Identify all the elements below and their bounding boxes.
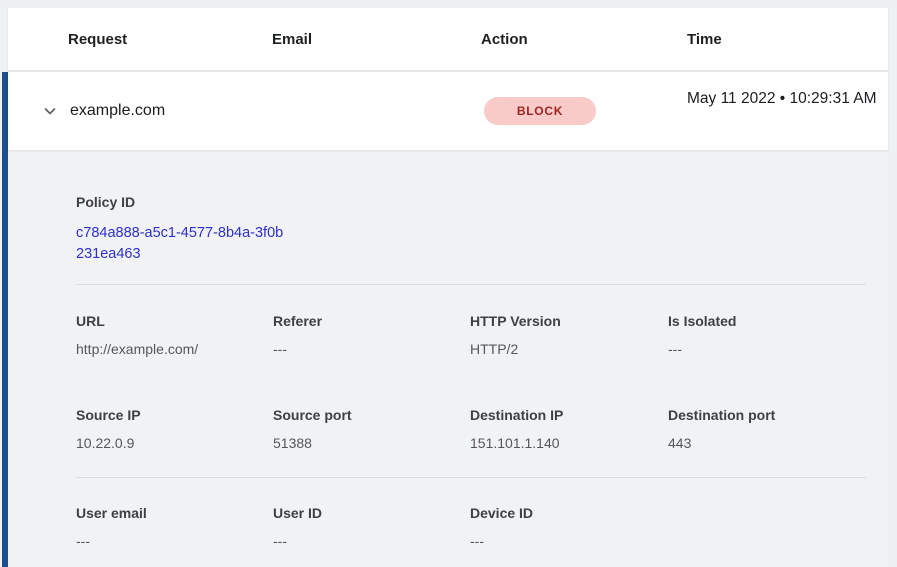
source-port-field: Source port 51388 [273,407,470,452]
table-header-row: Request Email Action Time [8,8,888,70]
detail-row-network: Source IP 10.22.0.9 Source port 51388 De… [76,407,866,452]
section-divider [76,284,866,285]
user-email-value: --- [76,533,90,549]
http-version-field: HTTP Version HTTP/2 [470,313,668,358]
url-label: URL [76,313,105,329]
is-isolated-field: Is Isolated --- [668,313,866,358]
policy-id-link[interactable]: c784a888-a5c1-4577-8b4a-3f0b231ea463 [76,225,284,262]
detail-row-http: URL http://example.com/ Referer --- HTTP… [76,313,866,358]
user-id-value: --- [273,533,287,549]
request-value: example.com [70,102,166,119]
source-port-label: Source port [273,407,352,423]
user-email-label: User email [76,505,147,521]
destination-ip-value: 151.101.1.140 [470,435,560,451]
destination-ip-label: Destination IP [470,407,564,423]
source-ip-label: Source IP [76,407,141,423]
user-id-field: User ID --- [273,505,470,550]
destination-port-value: 443 [668,435,692,451]
time-value: May 11 2022 • 10:29:31 AM [687,90,877,107]
is-isolated-label: Is Isolated [668,313,737,329]
table-row[interactable]: example.com BLOCK May 11 2022 • 10:29:31… [8,72,888,150]
source-port-value: 51388 [273,435,312,451]
destination-port-field: Destination port 443 [668,407,866,452]
device-id-label: Device ID [470,505,534,521]
source-ip-field: Source IP 10.22.0.9 [76,407,273,452]
column-header-request: Request [68,30,128,48]
column-header-time: Time [687,30,722,48]
device-id-value: --- [470,533,484,549]
policy-id-label: Policy ID [76,194,136,210]
log-table: Request Email Action Time example.com BL… [2,8,888,567]
section-divider [76,477,866,478]
referer-value: --- [273,341,287,357]
expanded-row-group: example.com BLOCK May 11 2022 • 10:29:31… [2,72,888,567]
url-value: http://example.com/ [76,341,199,357]
source-ip-value: 10.22.0.9 [76,435,135,451]
gateway-log-page: { "table": { "columns": ["Request", "Ema… [0,8,897,567]
action-status-badge: BLOCK [484,97,596,125]
user-email-field: User email --- [76,505,273,550]
device-id-field: Device ID --- [470,505,668,550]
url-field: URL http://example.com/ [76,313,273,358]
detail-row-user: User email --- User ID --- Device ID --- [76,505,866,550]
destination-port-label: Destination port [668,407,776,423]
column-header-email: Email [272,30,313,48]
http-version-label: HTTP Version [470,313,561,329]
referer-label: Referer [273,313,323,329]
policy-id-section: Policy ID c784a888-a5c1-4577-8b4a-3f0b23… [76,194,866,265]
is-isolated-value: --- [668,341,682,357]
user-id-label: User ID [273,505,323,521]
collapse-row-button[interactable] [40,101,60,121]
chevron-down-icon [42,103,58,119]
referer-field: Referer --- [273,313,470,358]
destination-ip-field: Destination IP 151.101.1.140 [470,407,668,452]
column-header-action: Action [481,30,528,48]
row-details-panel: Policy ID c784a888-a5c1-4577-8b4a-3f0b23… [8,150,888,567]
http-version-value: HTTP/2 [470,341,519,357]
